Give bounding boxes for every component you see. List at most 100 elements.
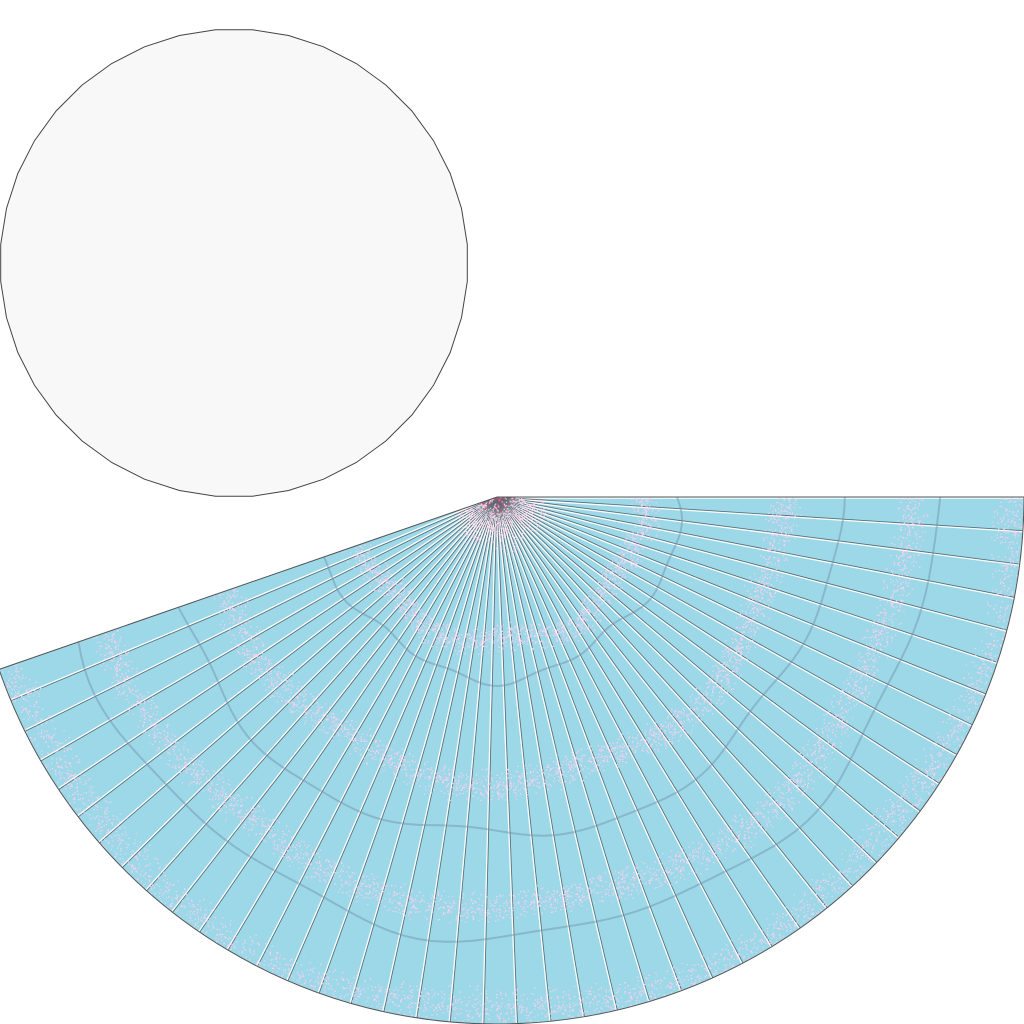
fan-spoke-highlight (495, 497, 551, 1024)
fan-spoke (96, 497, 498, 846)
fan-spoke (496, 497, 961, 757)
fan-spoke-highlight (495, 497, 903, 842)
fan-spoke (496, 497, 943, 786)
fan-spoke (496, 497, 1024, 565)
speckle-ring (93, 497, 929, 924)
fan-spoke (496, 497, 1011, 632)
disk-polygon (0, 29, 468, 497)
fan-spoke (415, 497, 498, 1022)
fan-body (0, 497, 1024, 1024)
fan-spoke-highlight (6, 497, 497, 702)
apex-speckles (481, 497, 515, 515)
fan-spoke-highlight (496, 497, 1019, 600)
fan-spoke-highlight (495, 497, 880, 867)
fan-spoke (197, 497, 498, 936)
fan-spoke-highlight (495, 497, 714, 983)
fan-spoke (496, 497, 652, 1006)
fan-spoke (143, 497, 498, 895)
fan-spoke (496, 497, 803, 932)
fan-spoke (349, 497, 498, 1008)
fan-spoke (382, 497, 498, 1016)
fan-spoke-highlight (348, 497, 497, 1008)
fan-spoke (55, 497, 498, 793)
fan-spoke-highlight (495, 497, 651, 1006)
speckle-ring (450, 497, 550, 555)
fan-spoke (286, 497, 498, 985)
fan-contour-ring (77, 497, 942, 943)
fan-spoke (483, 497, 498, 1024)
fan-speckle-rings (0, 497, 1024, 1024)
fan-spoke-highlight (496, 497, 943, 788)
fan-spoke (496, 497, 1019, 599)
fan-contour-ring (177, 497, 846, 837)
fan-spoke (255, 497, 498, 971)
fan-spoke (21, 497, 498, 734)
fan-spokes (0, 497, 1024, 1024)
fan-spoke-highlight (495, 497, 856, 890)
fan-spoke-highlight (496, 497, 1024, 567)
fan-spoke-highlight (496, 497, 1011, 633)
fan-contour-ring (322, 497, 684, 688)
fan-spoke (496, 497, 552, 1024)
fan-spoke (496, 497, 903, 841)
fan-spoke (496, 497, 977, 727)
fan-spoke-highlight (316, 497, 497, 997)
fan-spoke-highlight (224, 497, 497, 954)
fan-spoke-highlight (381, 497, 497, 1016)
fan-spoke-highlight (496, 497, 976, 729)
fan-spoke-highlight (20, 497, 497, 733)
fan-spoke (496, 497, 831, 912)
fan-spoke (496, 497, 519, 1024)
fan-spoke-highlight (284, 497, 497, 985)
fan-spoke-highlight (495, 497, 830, 912)
fan-spoke (496, 497, 1002, 664)
fan-spoke-highlight (54, 497, 497, 792)
fan-spoke (74, 497, 498, 820)
fan-spoke (449, 497, 498, 1024)
fan-spoke-highlight (495, 497, 683, 995)
fan-spoke (496, 497, 775, 951)
fan-spoke-highlight (195, 497, 497, 936)
fan-spoke-highlight (73, 497, 497, 819)
fan-sector (0, 496, 1024, 1024)
fan-spoke (225, 497, 498, 954)
fan-spoke (496, 497, 715, 982)
fan-contours (77, 497, 942, 943)
fan-spoke-highlight (496, 497, 1024, 533)
fan-spoke (496, 497, 924, 814)
fan-spoke-highlight (254, 497, 497, 970)
fan-spoke-highlight (495, 497, 924, 815)
fan-spoke-highlight (495, 497, 745, 968)
fan-spoke (496, 497, 990, 696)
fan-spoke-highlight (495, 497, 803, 933)
fan-spoke-highlight (495, 497, 585, 1021)
fan-spoke-highlight (168, 497, 497, 916)
fan-spoke (169, 497, 498, 916)
fan-outline (0, 496, 1024, 1024)
fan-spoke (317, 497, 498, 998)
fan-spoke-highlight (118, 497, 497, 871)
fan-spoke-highlight (448, 497, 497, 1024)
fan-spoke (496, 497, 1024, 532)
fan-spoke-highlight (496, 497, 990, 698)
fan-spoke-highlight (414, 497, 497, 1022)
fan-spoke-highlight (142, 497, 497, 894)
fan-spoke (119, 497, 498, 871)
fan-spoke-highlight (495, 497, 518, 1024)
fan-spoke-highlight (496, 497, 1001, 666)
fan-spoke (496, 497, 684, 995)
speckle-ring (213, 497, 802, 802)
fan-spoke-highlight (496, 497, 960, 759)
speckle-ring (341, 497, 661, 655)
fan-spoke (496, 497, 586, 1021)
fan-spoke (496, 497, 880, 866)
fan-spoke (37, 497, 498, 764)
fan-spoke (7, 497, 498, 703)
fan-spoke (496, 497, 856, 890)
fan-spoke (496, 497, 746, 967)
fan-spoke-highlight (95, 497, 497, 846)
fan-spoke-highlight (36, 497, 497, 763)
fan-spoke-highlight (495, 497, 774, 951)
fan-spoke-highlight (481, 497, 497, 1024)
